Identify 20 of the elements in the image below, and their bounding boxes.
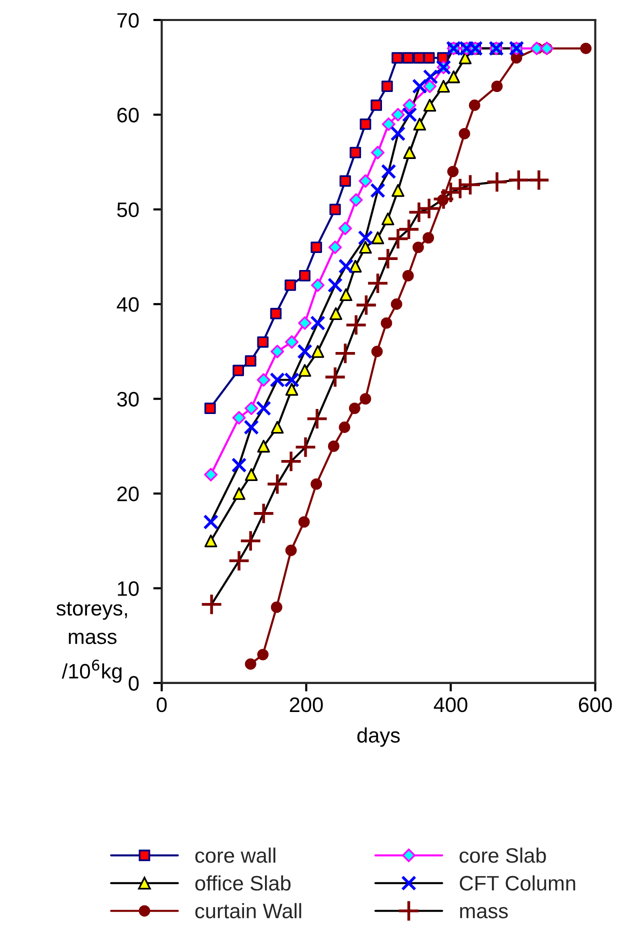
x-tick-label: 400 xyxy=(434,697,468,712)
legend-label: office Slab xyxy=(195,875,291,891)
y-tick-label: 10 xyxy=(118,581,139,596)
x-tick-label: 0 xyxy=(156,697,167,712)
y-tick-label: 60 xyxy=(117,108,139,122)
x-tick-label: 200 xyxy=(290,697,323,712)
y-axis-title: storeys, mass /10$^{6}$kg xyxy=(56,602,127,683)
legend-label: mass xyxy=(460,906,508,918)
legend-label: CFT Column xyxy=(460,875,576,891)
y-tick-label: 20 xyxy=(117,486,139,502)
x-tick-label: 600 xyxy=(578,697,612,712)
y-tick-label: 50 xyxy=(117,202,139,218)
y-tick-label: 40 xyxy=(116,297,139,312)
x-axis-title: days xyxy=(357,727,400,747)
y-tick-label: 0 xyxy=(128,676,139,691)
legend-label: curtain Wall xyxy=(195,903,302,918)
legend-label: core wall xyxy=(195,848,276,863)
y-tick-label: 70 xyxy=(117,12,139,28)
legend-label: core Slab xyxy=(460,848,546,863)
y-tick-label: 30 xyxy=(117,392,139,407)
